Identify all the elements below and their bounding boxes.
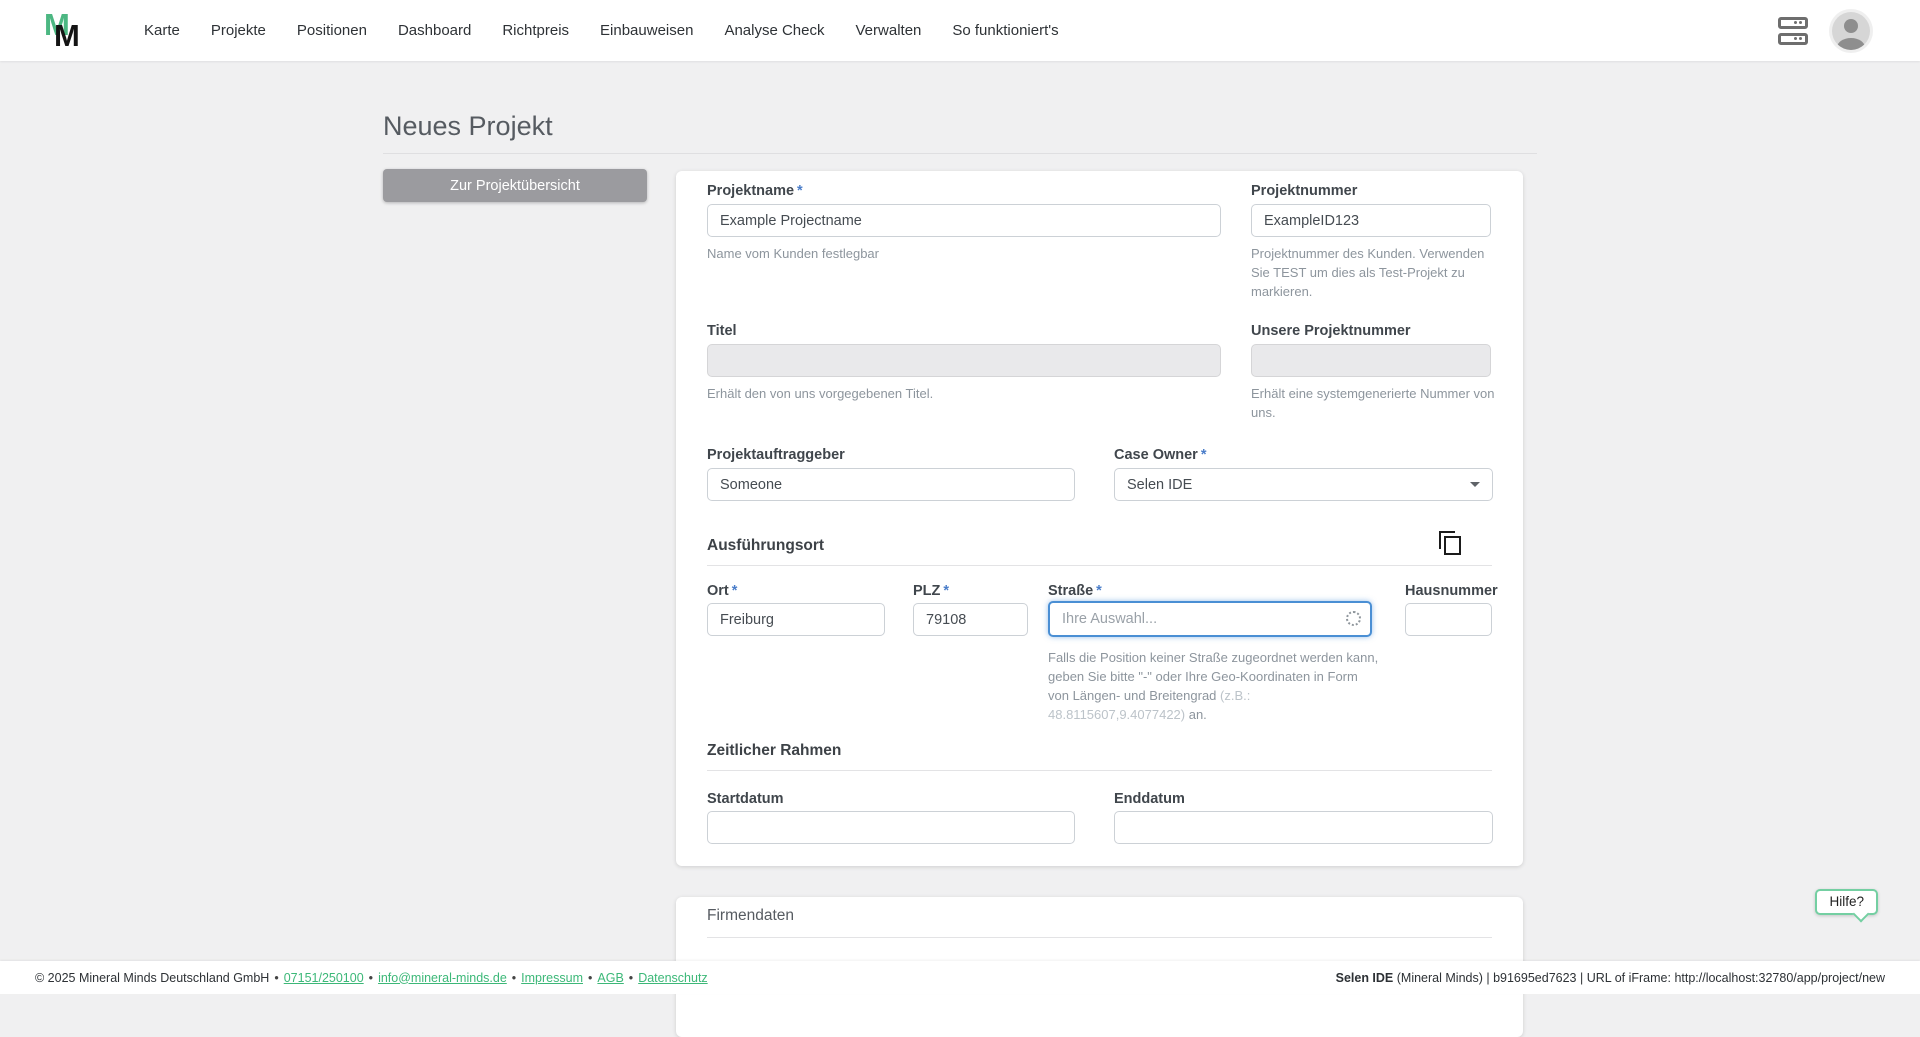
nav-item[interactable]: Analyse Check [724, 22, 824, 39]
footer-link[interactable]: Impressum [521, 971, 583, 985]
nav-item[interactable]: Projekte [211, 22, 266, 39]
footer-link[interactable]: 07151/250100 [284, 971, 364, 985]
footer-link[interactable]: Datenschutz [638, 971, 707, 985]
titel-hint: Erhält den von uns vorgegebenen Titel. [707, 385, 1221, 404]
required-asterisk: * [1096, 583, 1102, 599]
server-dns-icon[interactable] [1778, 17, 1808, 45]
nav-item[interactable]: Richtpreis [502, 22, 569, 39]
footer-left: © 2025 Mineral Minds Deutschland GmbH • 07… [35, 971, 708, 985]
navbar-right [1778, 12, 1870, 50]
footer-links: • 07151/250100 • info@mineral-minds.de • Impr… [269, 971, 707, 985]
strasse-label: Straße* [1048, 583, 1102, 599]
footer-link[interactable]: info@mineral-minds.de [378, 971, 507, 985]
section-firmendaten: Firmendaten [707, 907, 794, 925]
company-logo[interactable]: M M [44, 7, 92, 55]
plz-label: PLZ* [913, 583, 949, 599]
startdatum-input[interactable] [707, 811, 1075, 844]
required-asterisk: * [732, 583, 738, 599]
user-avatar-icon[interactable] [1832, 12, 1870, 50]
projektname-label: Projektname* [707, 183, 803, 199]
strasse-input-wrap [1048, 601, 1372, 637]
projektname-hint: Name vom Kunden festlegbar [707, 245, 1221, 264]
projektnummer-label: Projektnummer [1251, 183, 1357, 199]
strasse-hint: Falls die Position keiner Straße zugeord… [1048, 649, 1380, 724]
loading-spinner-icon [1346, 611, 1361, 626]
nav-item[interactable]: Verwalten [856, 22, 922, 39]
case-owner-select[interactable]: Selen IDE [1114, 468, 1493, 501]
case-owner-label: Case Owner* [1114, 447, 1206, 463]
case-owner-value: Selen IDE [1127, 477, 1192, 493]
nav-item[interactable]: Dashboard [398, 22, 471, 39]
hausnummer-input[interactable] [1405, 603, 1492, 636]
footer-link[interactable]: AGB [597, 971, 623, 985]
page-header: Neues Projekt [383, 109, 1537, 154]
strasse-input[interactable] [1048, 601, 1372, 637]
ort-input[interactable] [707, 603, 885, 636]
page-title: Neues Projekt [383, 109, 1537, 143]
footer-right: Selen IDE (Mineral Minds) | b91695ed7623… [1336, 971, 1885, 985]
titel-input [707, 344, 1221, 377]
nav-item[interactable]: Einbauweisen [600, 22, 693, 39]
project-form-card: Projektname* Name vom Kunden festlegbar … [676, 171, 1523, 866]
section-ausfuehrungsort: Ausführungsort [707, 537, 824, 555]
nav-item[interactable]: Positionen [297, 22, 367, 39]
footer: © 2025 Mineral Minds Deutschland GmbH • 07… [0, 961, 1920, 994]
server-row-icon [1778, 17, 1808, 29]
page-content: Neues Projekt Zur Projektübersicht Proje… [0, 61, 1920, 994]
ort-label: Ort* [707, 583, 737, 599]
hausnummer-label: Hausnummer [1405, 583, 1498, 599]
copyright-text: © 2025 Mineral Minds Deutschland GmbH [35, 971, 269, 985]
logo-m-black: M [54, 20, 80, 51]
plz-input[interactable] [913, 603, 1028, 636]
enddatum-input[interactable] [1114, 811, 1493, 844]
footer-separator: • [512, 971, 516, 985]
unsere-projektnummer-hint: Erhält eine systemgenerierte Nummer von … [1251, 385, 1499, 423]
section-zeitlicher-rahmen: Zeitlicher Rahmen [707, 742, 841, 760]
projektnummer-hint: Projektnummer des Kunden. Verwenden Sie … [1251, 245, 1499, 302]
titel-label: Titel [707, 323, 737, 339]
unsere-projektnummer-input [1251, 344, 1491, 377]
required-asterisk: * [1201, 447, 1207, 463]
section-divider [707, 770, 1492, 771]
enddatum-label: Enddatum [1114, 791, 1185, 807]
project-overview-button[interactable]: Zur Projektübersicht [383, 169, 647, 202]
footer-user: Selen IDE [1336, 971, 1394, 985]
help-button[interactable]: Hilfe? [1815, 889, 1878, 915]
section-divider [707, 565, 1492, 566]
copy-icon[interactable] [1439, 531, 1462, 556]
chevron-down-icon [1470, 482, 1480, 487]
required-asterisk: * [797, 183, 803, 199]
footer-separator: • [588, 971, 592, 985]
main-nav: Karte Projekte Positionen Dashboard Richtpre… [144, 22, 1059, 39]
top-navbar: M M Karte Projekte Positionen Dashboard Rich… [0, 0, 1920, 61]
section-divider [707, 937, 1492, 938]
footer-separator: • [629, 971, 633, 985]
startdatum-label: Startdatum [707, 791, 784, 807]
projektauftraggeber-label: Projektauftraggeber [707, 447, 845, 463]
footer-meta: (Mineral Minds) | b91695ed7623 | URL of … [1393, 971, 1885, 985]
footer-separator: • [274, 971, 278, 985]
unsere-projektnummer-label: Unsere Projektnummer [1251, 323, 1411, 339]
projektname-input[interactable] [707, 204, 1221, 237]
server-row-icon [1778, 33, 1808, 45]
required-asterisk: * [943, 583, 949, 599]
projektnummer-input[interactable] [1251, 204, 1491, 237]
nav-item[interactable]: Karte [144, 22, 180, 39]
nav-item[interactable]: So funktioniert's [952, 22, 1058, 39]
footer-separator: • [369, 971, 373, 985]
projektauftraggeber-input[interactable] [707, 468, 1075, 501]
